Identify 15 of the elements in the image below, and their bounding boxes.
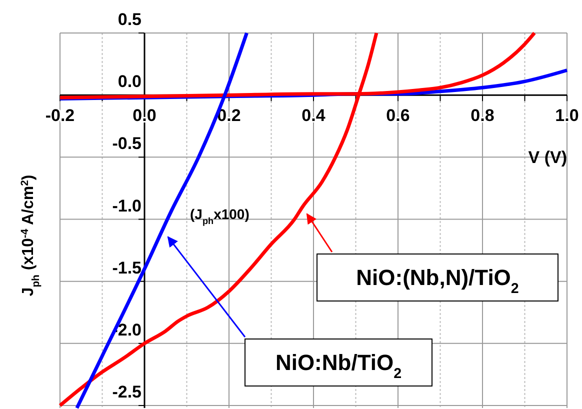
x-tick-label: -0.2	[45, 106, 75, 126]
text: 1.0	[555, 106, 579, 126]
text: NiO:(Nb,N)/TiO$_{2}$	[356, 265, 519, 297]
annotation: (J$_{ph}$x100)	[190, 206, 250, 226]
text: 0.0	[118, 72, 142, 92]
text: -1.0	[112, 196, 142, 216]
x-tick-label: 0.8	[470, 106, 494, 126]
x-axis-title: V (V)	[528, 148, 567, 167]
y-tick-label: -1.5	[112, 258, 142, 278]
y-tick-label: 0.5	[118, 10, 142, 29]
y-tick-label: -0.5	[112, 134, 142, 154]
x-tick-label: 0.6	[386, 106, 410, 126]
y-tick-label: -2.5	[112, 382, 142, 402]
text: NiO:Nb/TiO$_{2}$	[275, 350, 402, 382]
x-tick-label: 0.4	[302, 106, 326, 126]
